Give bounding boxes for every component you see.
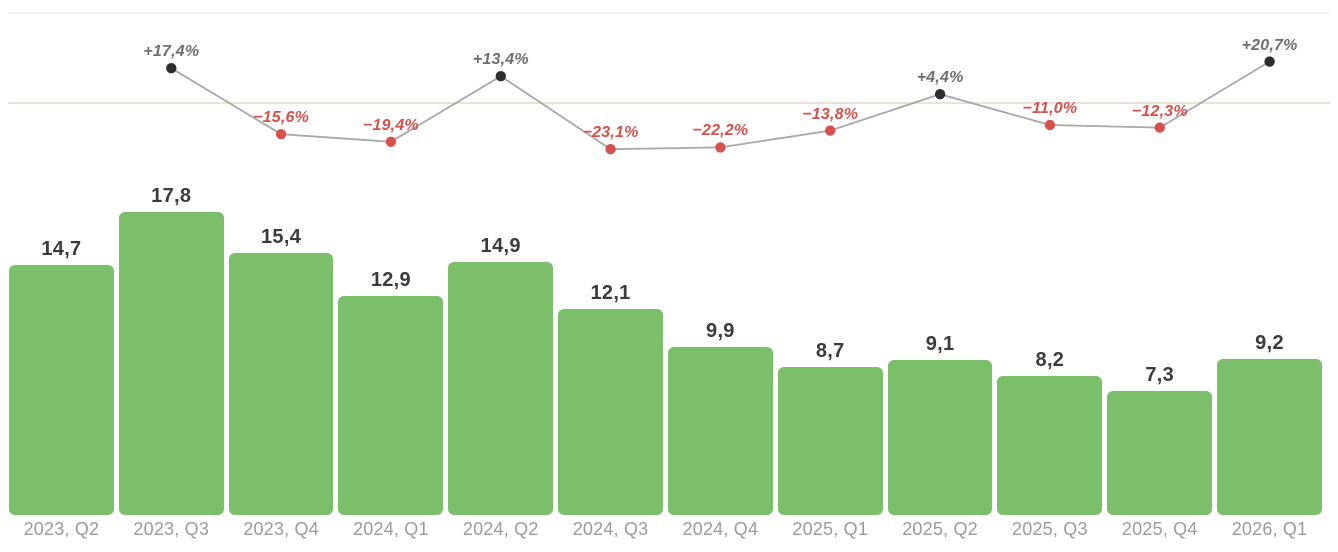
- bar-slot: 9,1: [887, 333, 993, 515]
- bar: [9, 265, 114, 515]
- bar: [777, 367, 883, 515]
- x-axis-label: 2025, Q2: [902, 519, 978, 539]
- bar: [1107, 390, 1213, 515]
- bar-slot: 14,9: [448, 234, 554, 515]
- bar: [558, 309, 663, 515]
- x-axis-label: 2025, Q4: [1121, 519, 1198, 539]
- change-percent-label: −11,0%: [1022, 100, 1078, 117]
- bar-value-label: 9,1: [925, 333, 955, 356]
- bar-slot: 8,2: [997, 348, 1103, 515]
- x-axis-label: 2025, Q1: [792, 519, 869, 539]
- change-percent-label: +17,4%: [143, 43, 200, 61]
- x-axis-label: 2024, Q4: [682, 519, 759, 539]
- bar-value-label: 8,7: [815, 340, 845, 363]
- change-percent-label: −23,1%: [582, 124, 639, 142]
- bar: [887, 360, 993, 515]
- bar-slot: 9,2: [1217, 333, 1322, 515]
- change-point-dot-positive: [1264, 56, 1275, 67]
- bars-area: 14,7 17,8 15,4 12,9 14,9 12,1 9,9 8,7 9,1 8,2 7,3 9…: [9, 170, 1322, 515]
- bar: [228, 253, 334, 515]
- change-point-dot-negative: [1044, 119, 1056, 131]
- bar: [338, 295, 444, 515]
- change-point-dot-negative: [385, 136, 397, 147]
- x-axis-label: 2024, Q2: [462, 519, 539, 539]
- bar-value-label: 9,2: [1255, 331, 1284, 354]
- bar-slot: 12,1: [558, 283, 663, 515]
- x-axis-label: 2023, Q2: [23, 519, 100, 539]
- bar: [667, 346, 773, 515]
- bar-slot: 9,9: [667, 319, 773, 515]
- bar-value-label: 8,2: [1035, 348, 1065, 371]
- bar-slot: 12,9: [338, 268, 444, 515]
- gridline-top: [8, 12, 1330, 14]
- bar-value-label: 12,1: [590, 282, 631, 305]
- bar-value-label: 14,7: [41, 238, 82, 261]
- change-percent-label: +13,4%: [472, 51, 529, 69]
- bar-slot: 8,7: [777, 340, 883, 515]
- change-point-dot-negative: [275, 129, 287, 140]
- bar: [1217, 358, 1322, 515]
- change-point-dot-positive: [166, 62, 177, 74]
- x-axis-label: 2023, Q4: [243, 519, 319, 539]
- x-axis-label: 2026, Q1: [1231, 519, 1308, 539]
- bar-value-label: 17,8: [151, 185, 192, 208]
- bar-slot: 15,4: [228, 226, 334, 515]
- change-percent-label: +4,4%: [916, 69, 964, 87]
- change-percent-label: −19,4%: [362, 116, 419, 134]
- change-point-dot-negative: [605, 144, 616, 155]
- bar-value-label: 12,9: [370, 268, 411, 291]
- bar: [118, 212, 224, 515]
- change-percent-label: −13,8%: [802, 105, 859, 123]
- change-percent-label: −22,2%: [692, 122, 749, 140]
- change-point-dot-positive: [934, 89, 946, 100]
- bar-slot: 14,7: [9, 239, 114, 515]
- bar-value-label: 15,4: [261, 226, 302, 249]
- bar-value-label: 14,9: [480, 234, 521, 257]
- change-point-dot-negative: [1154, 122, 1166, 133]
- bar: [997, 375, 1103, 515]
- change-point-dot-positive: [495, 71, 506, 82]
- x-axis-label: 2023, Q3: [133, 519, 210, 539]
- change-percent-label: +20,7%: [1241, 36, 1298, 54]
- bar-slot: 7,3: [1107, 363, 1213, 515]
- bar-slot: 17,8: [118, 185, 224, 515]
- change-percent-label: −12,3%: [1131, 102, 1188, 120]
- change-point-dot-negative: [825, 125, 836, 136]
- bar: [448, 261, 554, 515]
- bar-value-label: 7,3: [1145, 363, 1175, 386]
- x-axis-label: 2024, Q1: [353, 519, 429, 539]
- x-axis-labels: 2023, Q2 2023, Q3 2023, Q4 2024, Q1 2024, Q2…: [9, 518, 1322, 541]
- bar-value-label: 9,9: [706, 319, 735, 342]
- x-axis-label: 2025, Q3: [1012, 519, 1088, 539]
- x-axis-label: 2024, Q3: [572, 519, 649, 539]
- gridline-zero-baseline: [8, 102, 1330, 104]
- change-point-dot-negative: [715, 142, 726, 153]
- change-percent-label: −15,6%: [253, 109, 310, 127]
